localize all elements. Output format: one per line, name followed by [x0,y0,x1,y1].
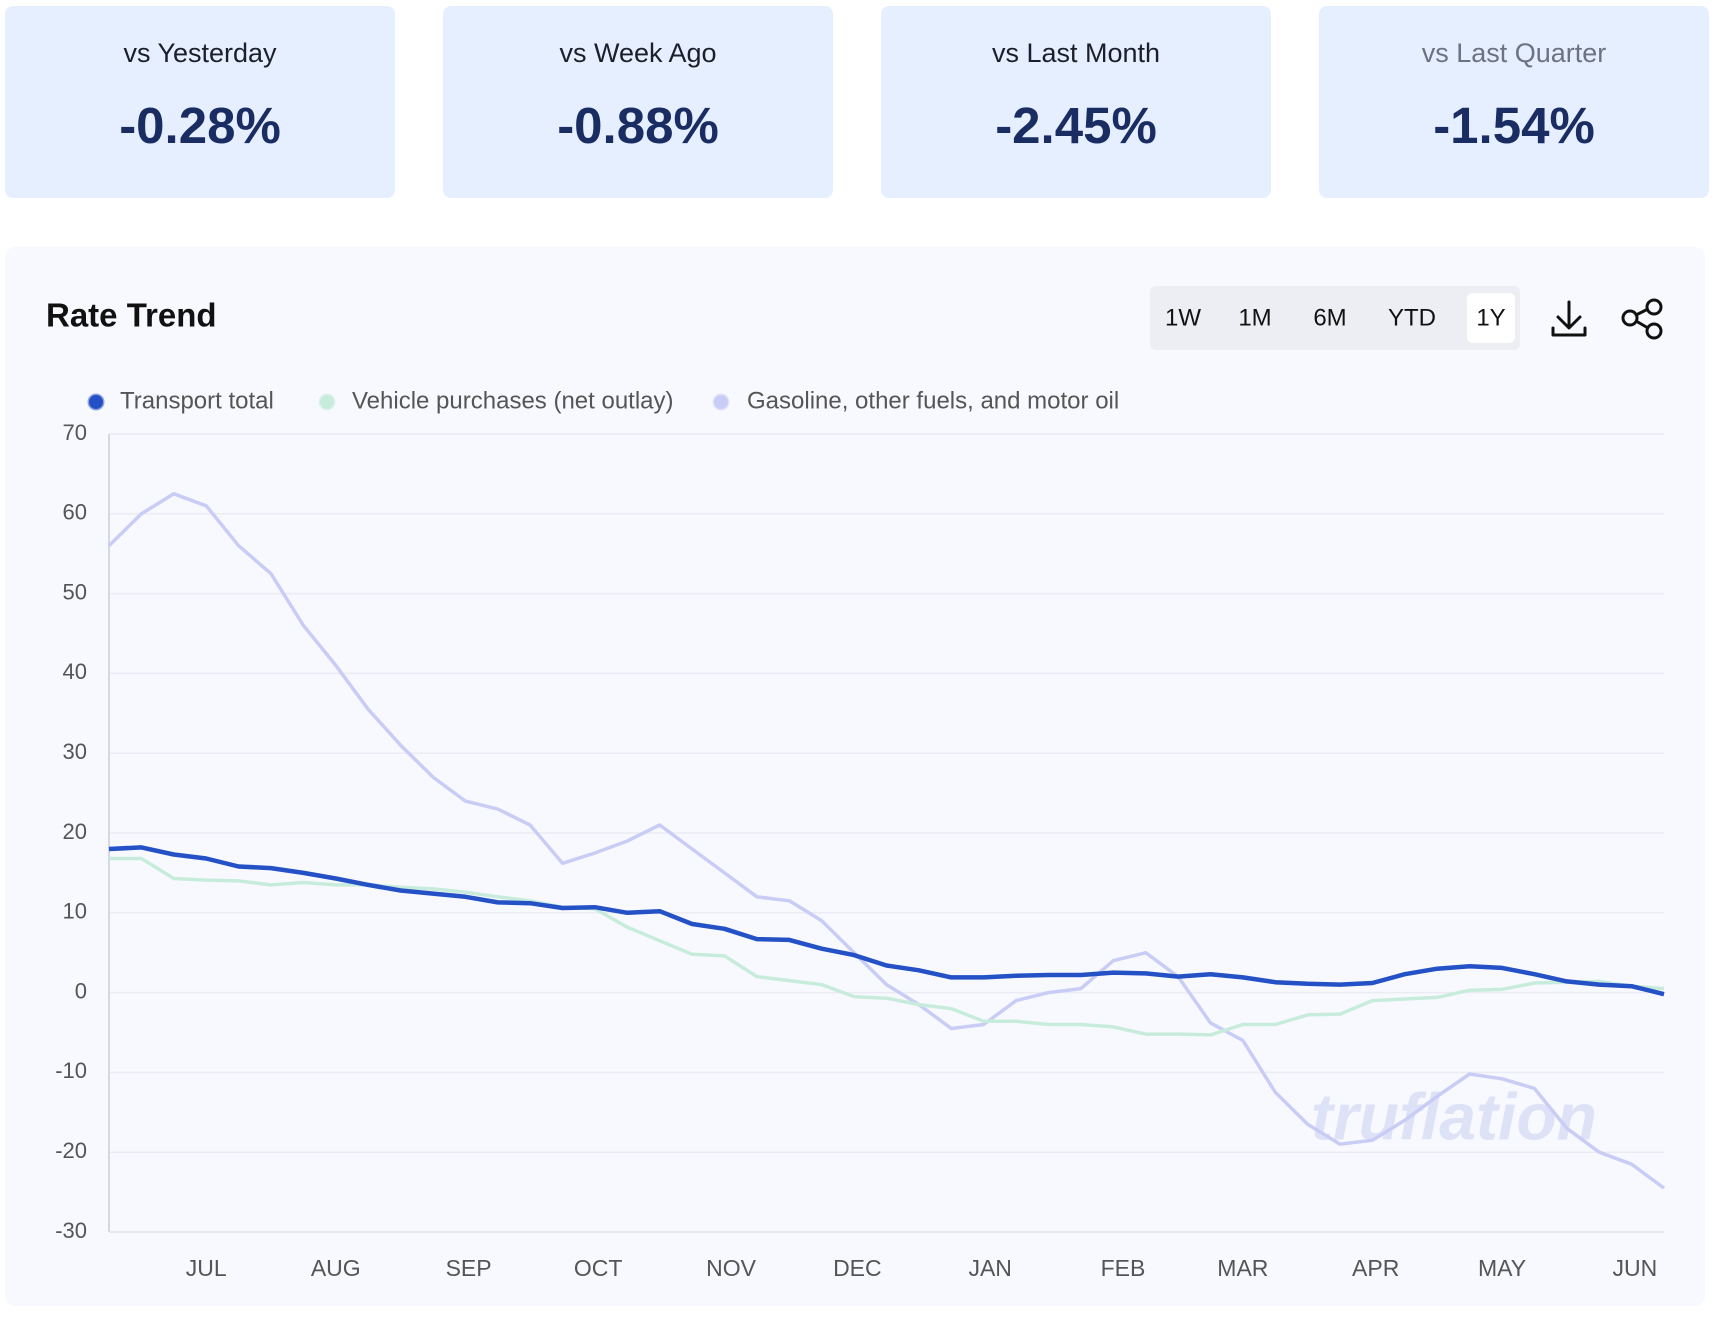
stat-card: vs Yesterday -0.28% [5,6,395,198]
series-line [109,856,1665,1037]
x-tick-label: OCT [574,1255,623,1281]
y-tick-label: 60 [63,500,87,525]
series-line [108,845,1665,997]
y-tick-label: 10 [63,899,87,924]
share-icon[interactable] [1621,298,1663,340]
range-button[interactable]: 1W [1165,304,1201,331]
range-button[interactable]: YTD [1388,304,1436,331]
legend-label: Vehicle purchases (net outlay) [352,387,674,414]
y-tick-label: -30 [55,1218,87,1243]
x-tick-label: MAR [1217,1255,1268,1281]
x-tick-label: JUL [186,1255,227,1281]
y-tick-label: 20 [63,819,87,844]
y-tick-label: -10 [55,1058,87,1083]
card-value: -2.45% [995,97,1157,154]
download-icon[interactable] [1551,300,1587,337]
y-tick-label: 40 [63,659,87,684]
x-tick-label: JAN [968,1255,1011,1281]
legend-marker [712,393,730,411]
chart-title: Rate Trend [46,297,217,334]
x-tick-label: NOV [706,1255,757,1281]
card-value: -1.54% [1433,97,1595,154]
x-tick-label: AUG [311,1255,361,1281]
range-toolbar [1150,286,1520,350]
card-label: vs Last Month [991,38,1161,68]
stat-card: vs Week Ago -0.88% [443,6,833,198]
card-label: vs Yesterday [123,38,277,68]
legend-marker [87,393,105,411]
series-line [107,492,1666,1190]
x-tick-label: FEB [1101,1255,1146,1281]
stat-card: vs Last Month -2.45% [881,6,1271,198]
x-tick-label: DEC [833,1255,882,1281]
x-tick-label: JUN [1612,1255,1657,1281]
y-tick-label: -20 [55,1138,87,1163]
chart-panel [5,247,1705,1306]
legend-marker [318,393,336,411]
range-button[interactable]: 1Y [1476,304,1505,331]
x-tick-label: SEP [446,1255,492,1281]
card-label: vs Last Quarter [1421,38,1607,68]
x-tick-label: MAY [1478,1255,1526,1281]
legend-label: Gasoline, other fuels, and motor oil [747,387,1119,414]
legend-label: Transport total [120,387,274,414]
range-active-bg [1467,293,1515,343]
stat-card: vs Last Quarter -1.54% [1319,6,1709,198]
y-tick-label: 30 [63,739,87,764]
card-value: -0.88% [557,97,719,154]
range-button[interactable]: 6M [1313,304,1346,331]
card-value: -0.28% [119,97,281,154]
y-tick-label: 70 [63,420,87,445]
y-tick-label: 0 [75,978,87,1003]
x-tick-label: APR [1352,1255,1399,1281]
range-button[interactable]: 1M [1238,304,1271,331]
card-label: vs Week Ago [559,38,717,68]
y-tick-label: 50 [63,579,87,604]
